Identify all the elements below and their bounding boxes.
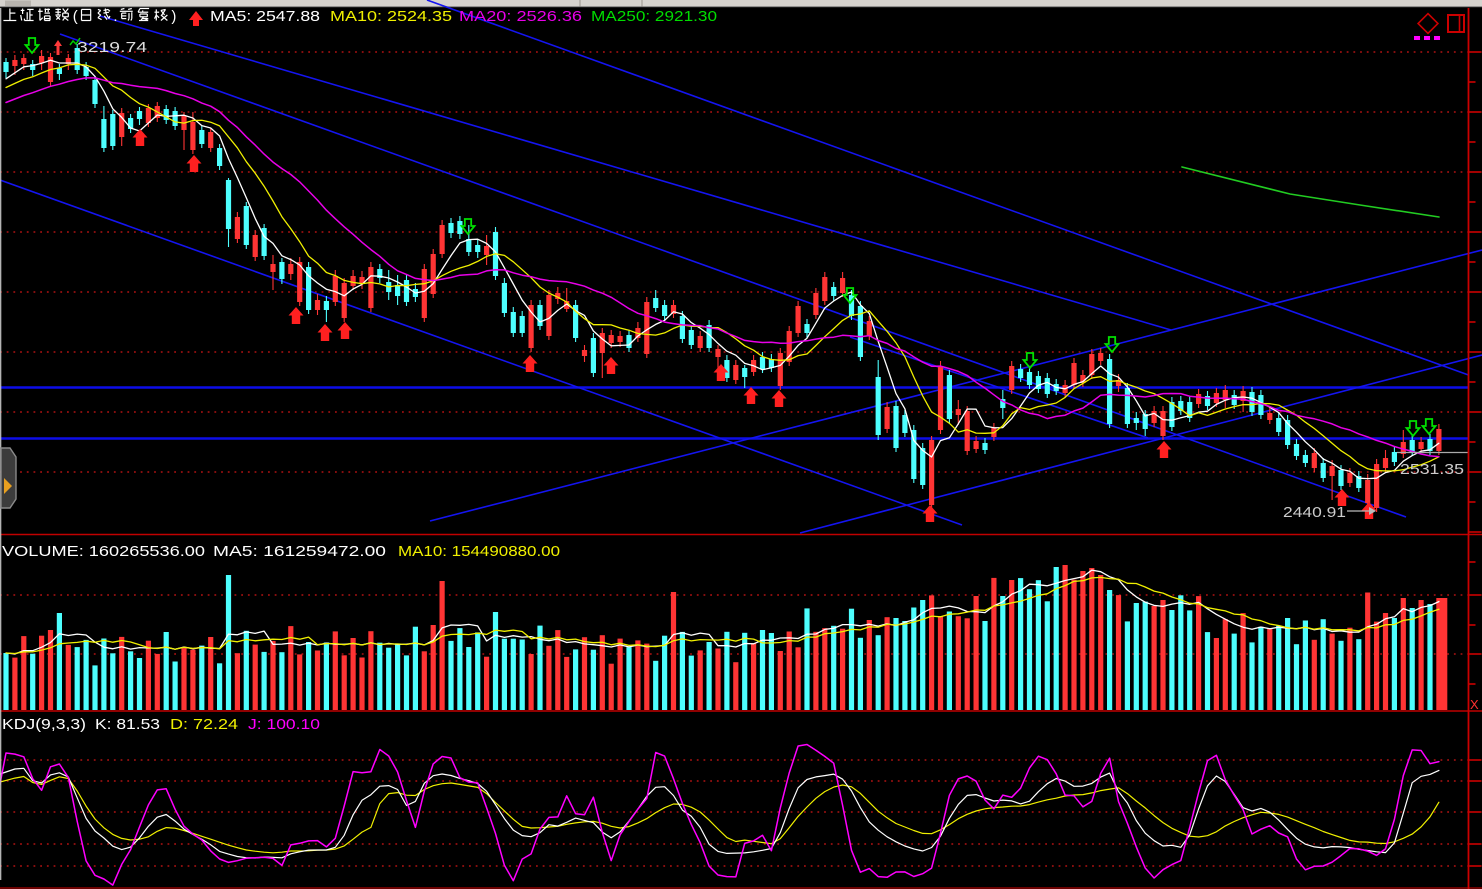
- svg-text:VOLUME: 160265536.00: VOLUME: 160265536.00: [2, 543, 205, 560]
- svg-text:2440.91: 2440.91: [1283, 504, 1346, 521]
- svg-text:(: (: [73, 8, 78, 25]
- svg-text:2531.35: 2531.35: [1400, 461, 1464, 478]
- svg-text:MA5: 2547.88: MA5: 2547.88: [210, 8, 320, 25]
- svg-text:MA5: 161259472.00: MA5: 161259472.00: [213, 543, 386, 560]
- svg-text:J: 100.10: J: 100.10: [248, 716, 320, 733]
- svg-text:3219.74: 3219.74: [77, 39, 147, 56]
- svg-text:.: .: [113, 8, 117, 25]
- svg-text:MA250: 2921.30: MA250: 2921.30: [591, 8, 717, 25]
- svg-text:X: X: [1470, 697, 1479, 712]
- svg-text:D: 72.24: D: 72.24: [170, 716, 238, 733]
- svg-text:): ): [171, 8, 176, 25]
- svg-text:MA20: 2526.36: MA20: 2526.36: [459, 8, 582, 25]
- svg-text:MA10: 154490880.00: MA10: 154490880.00: [398, 543, 560, 560]
- svg-text:K: 81.53: K: 81.53: [95, 716, 160, 733]
- svg-text:MA10: 2524.35: MA10: 2524.35: [330, 8, 452, 25]
- svg-text:KDJ(9,3,3): KDJ(9,3,3): [2, 716, 86, 733]
